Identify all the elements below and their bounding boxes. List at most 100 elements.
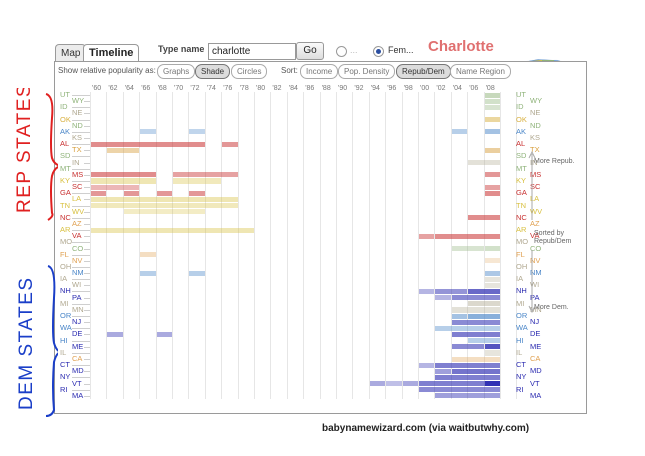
state-label-right: OH: [516, 261, 528, 271]
grid-line: [139, 92, 141, 399]
state-tick: [72, 365, 90, 367]
grid-line: [106, 92, 108, 399]
state-label-right: NV: [530, 255, 541, 265]
sort-name-region-button[interactable]: Name Region: [450, 64, 511, 79]
heat-cell: [419, 381, 500, 387]
heat-cell: [140, 129, 156, 135]
state-label-right: IA: [516, 274, 524, 284]
sort-label: Sort:: [281, 66, 298, 75]
grid-line: [483, 92, 485, 399]
heat-cell: [435, 393, 500, 399]
heat-cell: [173, 172, 238, 178]
state-tick: [84, 223, 90, 225]
male-radio[interactable]: [336, 46, 347, 57]
shade-toggle[interactable]: Shade: [195, 64, 231, 79]
graphs-toggle[interactable]: Graphs: [157, 64, 196, 79]
heat-cell: [91, 178, 156, 184]
state-label-left: DE: [72, 329, 83, 339]
state-label-left: WY: [72, 96, 85, 106]
year-label: '90: [338, 85, 348, 92]
heat-cell: [91, 184, 140, 190]
heat-cell: [484, 276, 500, 282]
state-tick: [84, 260, 90, 262]
year-label: '82: [272, 85, 282, 92]
state-label-left: NV: [72, 255, 83, 265]
heat-cell: [435, 325, 500, 331]
state-label-left: AZ: [72, 218, 82, 228]
state-label-right: GA: [516, 188, 527, 198]
heat-cell: [156, 190, 172, 196]
year-label: '86: [305, 85, 315, 92]
year-label: '02: [436, 85, 446, 92]
grid-line: [270, 92, 272, 399]
show-popularity-label: Show relative popularity as:: [58, 66, 156, 75]
state-label-right: TN: [516, 200, 526, 210]
state-label-left: GA: [60, 188, 71, 198]
state-label-left: IL: [60, 347, 67, 357]
name-input[interactable]: charlotte: [208, 43, 296, 60]
state-label-right: MI: [516, 298, 525, 308]
state-label-left: CA: [72, 354, 83, 364]
state-label-right: NJ: [530, 317, 540, 327]
sort-arrow: [528, 150, 536, 314]
year-label: '94: [370, 85, 380, 92]
year-label: '74: [206, 85, 216, 92]
go-button[interactable]: Go: [296, 42, 324, 60]
sort-repub-dem-button[interactable]: Repub/Dem: [396, 64, 451, 79]
state-tick: [72, 279, 90, 281]
grid-line: [221, 92, 223, 399]
heat-cell: [468, 215, 500, 221]
circles-toggle[interactable]: Circles: [231, 64, 268, 79]
state-tick: [72, 107, 90, 109]
grid-line: [319, 92, 321, 399]
state-label-left: AL: [60, 139, 70, 149]
state-label-left: KY: [60, 175, 71, 185]
state-tick: [72, 266, 90, 268]
grid-line: [254, 92, 255, 399]
heat-cell: [451, 356, 500, 362]
heat-cell: [484, 92, 500, 98]
year-label: '98: [403, 85, 413, 92]
heat-cell: [435, 374, 500, 381]
heat-cell: [435, 362, 500, 368]
state-label-right: CO: [530, 243, 542, 253]
state-label-left: SC: [72, 182, 83, 192]
heat-cell: [484, 190, 500, 196]
heat-cell: [419, 387, 500, 393]
state-label-right: NC: [516, 212, 527, 222]
heat-cell: [451, 295, 500, 301]
state-label-right: MS: [530, 169, 542, 179]
state-label-right: SD: [516, 151, 527, 161]
heat-cell: [435, 368, 451, 374]
state-tick: [72, 340, 90, 342]
heat-cell: [468, 288, 500, 295]
state-label-left: WA: [60, 323, 72, 333]
grid-line: [188, 92, 190, 399]
sort-income-button[interactable]: Income: [300, 64, 339, 79]
state-label-left: MT: [60, 163, 71, 173]
state-label-right: MA: [530, 390, 542, 400]
state-label-left: ME: [72, 341, 84, 351]
state-label-left: MD: [72, 366, 84, 376]
grid-line: [286, 92, 288, 399]
state-label-right: ME: [530, 341, 542, 351]
state-label-right: ID: [516, 102, 524, 112]
year-label: '04: [452, 85, 462, 92]
tab-timeline[interactable]: Timeline: [83, 44, 140, 62]
year-label: '64: [124, 85, 134, 92]
state-label-left: AR: [60, 225, 71, 235]
heat-cell: [435, 295, 451, 301]
sorted-by-annotation: Sorted by Repub/Dem: [534, 230, 572, 245]
sort-pop-density-button[interactable]: Pop. Density: [338, 64, 396, 79]
state-label-left: CO: [72, 243, 84, 253]
state-label-left: NH: [60, 286, 71, 296]
state-tick: [72, 180, 90, 182]
heat-cell: [468, 160, 500, 166]
heat-cell: [451, 331, 500, 338]
tab-map[interactable]: Map: [55, 44, 87, 62]
year-label: '60: [92, 85, 102, 92]
heat-cell: [451, 313, 468, 319]
state-label-right: OK: [516, 114, 527, 124]
female-radio[interactable]: [373, 46, 384, 57]
state-label-right: NE: [530, 108, 541, 118]
